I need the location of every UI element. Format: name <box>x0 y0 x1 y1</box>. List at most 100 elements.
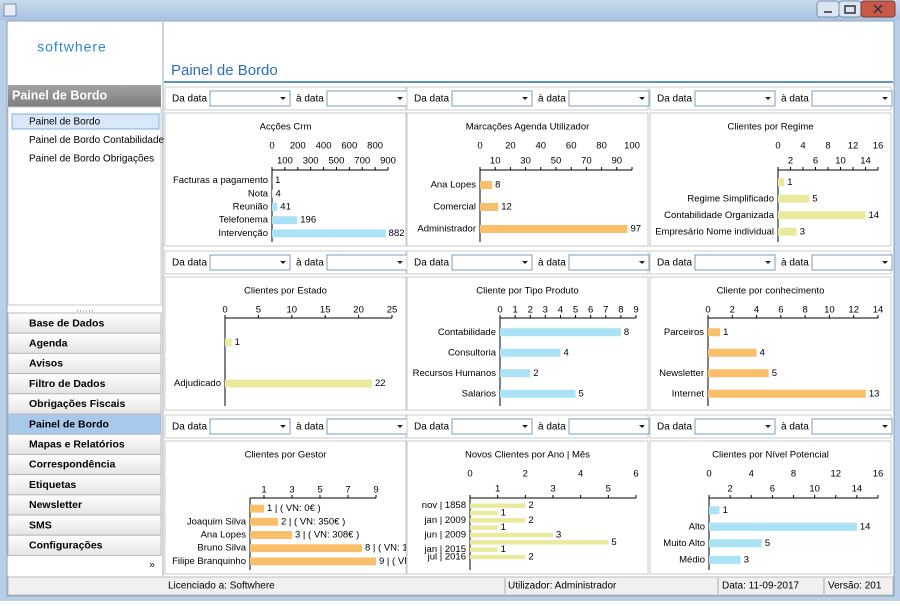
value-label: 3 | ( VN: 308€ ) <box>295 530 359 541</box>
bar <box>709 523 857 531</box>
x-tick-label: 5 <box>317 485 322 496</box>
sidebar-item[interactable]: Painel de Bordo Contabilidade <box>29 135 165 146</box>
x-tick-label: 0 <box>269 141 274 152</box>
x-tick-label: 10 <box>824 305 835 316</box>
category-label: Internet <box>672 388 705 399</box>
logo: softwhere <box>37 39 107 55</box>
value-label: 2 <box>528 500 533 511</box>
value-label: 8 <box>495 180 500 191</box>
maximize-button[interactable] <box>839 1 861 17</box>
bar <box>778 211 866 219</box>
x-tick-label: 900 <box>380 156 396 167</box>
date-dropdown[interactable] <box>569 419 649 434</box>
chart-panel: Cliente por conhecimento02468101214Parce… <box>650 277 891 410</box>
bar <box>708 349 757 357</box>
value-label: 12 <box>501 202 512 213</box>
x-tick-label: 10 <box>490 156 501 167</box>
value-label: 3 <box>800 226 805 237</box>
category-label: Facturas a pagamento <box>173 175 268 186</box>
status-text: Licenciado a: Softwhere <box>168 581 275 592</box>
menu-label: Obrigações Fiscais <box>29 398 125 410</box>
value-label: 3 <box>556 530 561 541</box>
x-tick-label: 600 <box>341 141 357 152</box>
sidebar-item[interactable]: Painel de Bordo Obrigações <box>29 154 154 165</box>
value-label: 4 <box>563 347 568 358</box>
category-label: Alto <box>689 521 705 532</box>
filter-to-label: à data <box>781 422 809 433</box>
x-tick-label: 1 <box>495 484 500 495</box>
value-label: 41 <box>280 202 291 213</box>
bar <box>250 531 292 539</box>
date-dropdown[interactable] <box>327 255 407 270</box>
date-dropdown[interactable] <box>210 419 290 434</box>
date-dropdown[interactable] <box>569 255 649 270</box>
date-dropdown[interactable] <box>452 91 532 106</box>
value-label: 1 | ( VN: 0€ ) <box>267 503 321 514</box>
filter-from-label: Da data <box>657 258 692 269</box>
value-label: 97 <box>630 224 641 235</box>
date-dropdown[interactable] <box>210 255 290 270</box>
x-tick-label: 60 <box>566 141 577 152</box>
category-label: Reunião <box>233 202 268 213</box>
menu-more[interactable]: » <box>149 560 155 571</box>
bar <box>709 506 720 514</box>
value-label: 8 | ( VN: 1 <box>365 543 408 554</box>
menu-label: Mapas e Relatórios <box>29 438 125 450</box>
title-bar <box>0 0 900 20</box>
x-tick-label: 8 <box>618 305 623 316</box>
sidebar-item[interactable]: Painel de Bordo <box>29 117 101 128</box>
chart-title: Clientes por Nível Potencial <box>712 450 829 461</box>
x-tick-label: 40 <box>536 141 547 152</box>
category-label: Comercial <box>433 202 476 213</box>
chart-panel: Cliente por Tipo Produto0123456789Contab… <box>407 277 648 410</box>
date-dropdown[interactable] <box>452 419 532 434</box>
date-dropdown[interactable] <box>452 255 532 270</box>
value-label: 882 <box>389 228 405 239</box>
x-tick-label: 400 <box>316 141 332 152</box>
x-tick-label: 10 <box>809 484 820 495</box>
category-label: jun | 2009 <box>423 530 466 541</box>
date-dropdown[interactable] <box>569 91 649 106</box>
bar <box>708 369 769 377</box>
date-dropdown[interactable] <box>210 91 290 106</box>
chart-title: Clientes por Estado <box>244 286 327 297</box>
date-dropdown[interactable] <box>812 91 892 106</box>
value-label: 4 <box>276 188 281 199</box>
category-label: Recursos Humanos <box>413 368 497 379</box>
value-label: 1 <box>787 177 792 188</box>
x-tick-label: 5 <box>256 305 261 316</box>
value-label: 5 <box>579 388 584 399</box>
x-tick-label: 0 <box>477 141 482 152</box>
bar <box>778 228 797 236</box>
date-dropdown[interactable] <box>812 255 892 270</box>
bar <box>480 203 498 211</box>
x-tick-label: 10 <box>835 156 846 167</box>
category-label: Consultoria <box>448 347 497 358</box>
dynamic: Painel de Bordo Painel de Bordo Contabili… <box>8 87 892 594</box>
bar <box>272 216 297 224</box>
value-label: 1 <box>501 508 506 519</box>
chart-title: Marcações Agenda Utilizador <box>466 122 590 133</box>
status-text: Versão: 201 <box>828 581 882 592</box>
bar <box>225 380 372 388</box>
date-dropdown[interactable] <box>695 419 775 434</box>
bar <box>272 190 273 198</box>
minimize-button[interactable] <box>817 1 839 17</box>
date-dropdown[interactable] <box>812 419 892 434</box>
date-dropdown[interactable] <box>695 91 775 106</box>
x-tick-label: 14 <box>873 305 884 316</box>
chart-title: Acções Crm <box>260 122 312 133</box>
date-dropdown[interactable] <box>327 91 407 106</box>
menu-label: Correspondência <box>29 459 116 471</box>
date-dropdown[interactable] <box>695 255 775 270</box>
chart-panel: Clientes por Nível Potencial024681012141… <box>650 441 891 574</box>
category-label: Adjudicado <box>174 378 221 389</box>
filter-from-label: Da data <box>414 258 449 269</box>
category-label: Ana Lopes <box>431 180 477 191</box>
value-label: 2 <box>528 552 533 563</box>
menu-label: Base de Dados <box>29 317 104 329</box>
chart-title: Novos Clientes por Ano | Mês <box>465 450 590 461</box>
chart-panel: Acções Crm0100200300400500600700800900Fa… <box>165 113 406 246</box>
date-dropdown[interactable] <box>327 419 407 434</box>
filter-to-label: à data <box>296 422 324 433</box>
